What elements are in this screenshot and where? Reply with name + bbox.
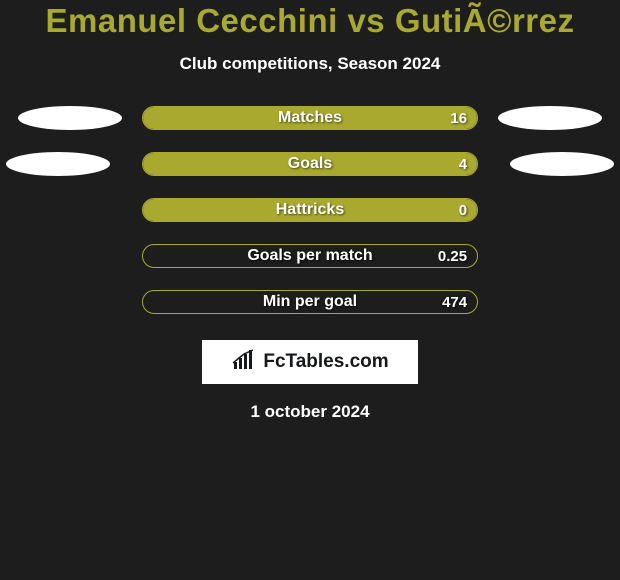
logo-chart-icon (231, 349, 257, 376)
stat-label: Matches (143, 107, 477, 129)
stat-label: Goals (143, 153, 477, 175)
page-title: Emanuel Cecchini vs GutiÃ©rrez (0, 2, 620, 40)
content-container: Emanuel Cecchini vs GutiÃ©rrez Club comp… (0, 0, 620, 422)
stat-value: 0 (459, 199, 467, 221)
stat-label: Min per goal (143, 291, 477, 313)
stat-label: Goals per match (143, 245, 477, 267)
stat-value: 4 (459, 153, 467, 175)
stat-bar: Goals per match0.25 (142, 244, 478, 268)
stat-bar: Hattricks0 (142, 198, 478, 222)
footer-date: 1 october 2024 (0, 402, 620, 422)
right-ellipse-slot (498, 106, 620, 130)
right-ellipse-slot (498, 152, 620, 176)
stat-value: 0.25 (438, 245, 467, 267)
stat-row: Matches16 (0, 106, 620, 130)
stat-bar: Matches16 (142, 106, 478, 130)
page-subtitle: Club competitions, Season 2024 (0, 54, 620, 74)
stat-row: Hattricks0 (0, 198, 620, 222)
stat-bar: Goals4 (142, 152, 478, 176)
stat-row: Goals4 (0, 152, 620, 176)
left-ellipse-slot (0, 152, 122, 176)
stat-row: Min per goal474 (0, 290, 620, 314)
logo-box: FcTables.com (202, 340, 418, 384)
stat-value: 16 (450, 107, 467, 129)
stat-value: 474 (442, 291, 467, 313)
stat-bar: Min per goal474 (142, 290, 478, 314)
player-left-ellipse (18, 106, 122, 130)
stat-rows: Matches16 Goals4 Hattricks0 Goals per match… (0, 106, 620, 314)
stat-label: Hattricks (143, 199, 477, 221)
player-right-ellipse (498, 106, 602, 130)
logo-text: FcTables.com (263, 351, 388, 373)
player-right-ellipse (510, 152, 614, 176)
stat-row: Goals per match0.25 (0, 244, 620, 268)
logo: FcTables.com (231, 349, 388, 376)
player-left-ellipse (6, 152, 110, 176)
left-ellipse-slot (0, 106, 122, 130)
